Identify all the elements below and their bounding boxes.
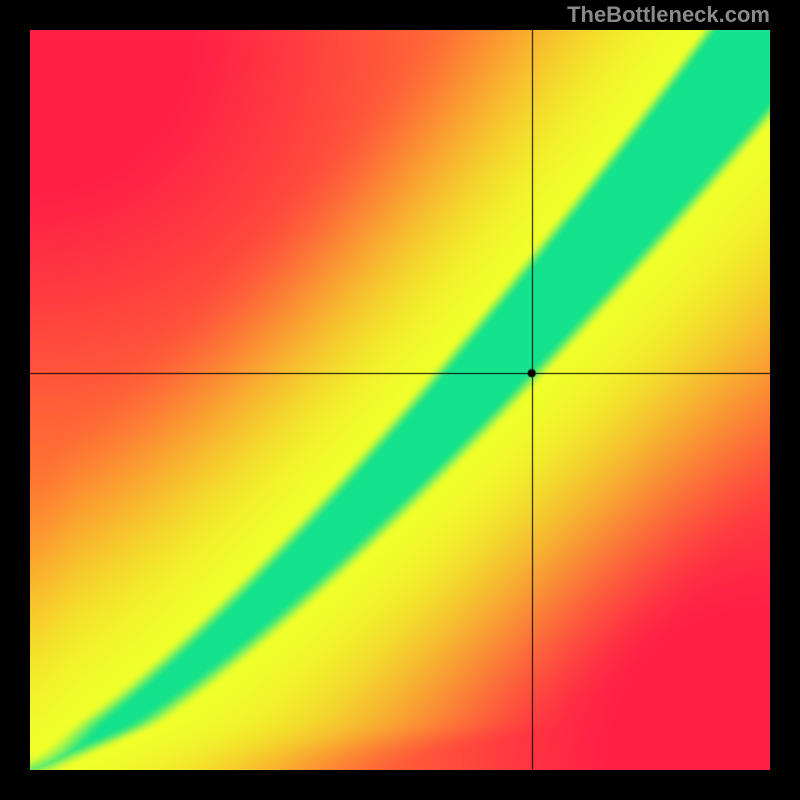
watermark-text: TheBottleneck.com xyxy=(567,2,770,28)
plot-inner xyxy=(30,30,770,770)
bottleneck-heatmap xyxy=(30,30,770,770)
plot-outer-frame: TheBottleneck.com xyxy=(0,0,800,800)
